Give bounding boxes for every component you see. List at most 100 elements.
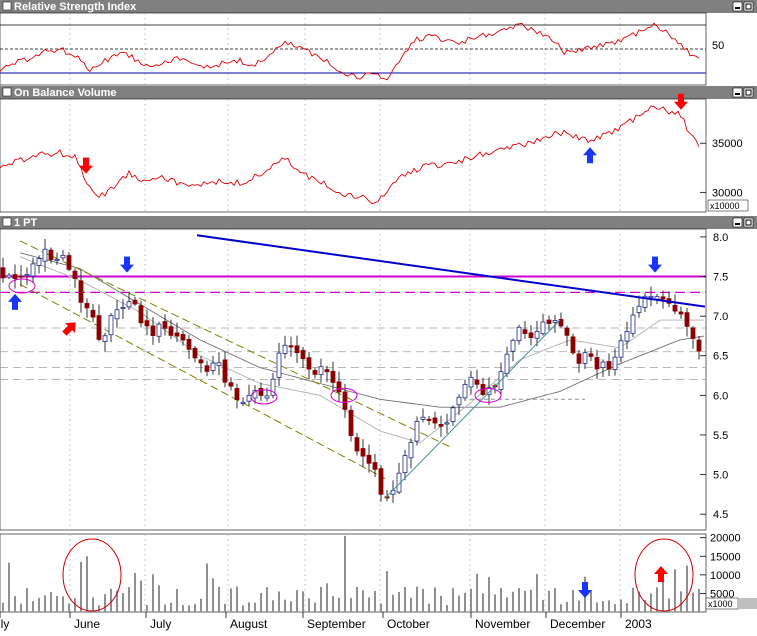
volume-scroll-handle[interactable] <box>738 598 757 609</box>
candle-body <box>222 359 228 383</box>
candle-body <box>444 422 450 425</box>
minimize-icon[interactable] <box>732 1 743 12</box>
candle-body <box>180 334 186 341</box>
price-title: 1 PT <box>14 217 38 229</box>
candle-body <box>186 338 192 350</box>
candle-body <box>192 347 198 359</box>
candle-body <box>504 353 510 374</box>
support-line <box>384 319 561 499</box>
candle-body <box>588 353 594 357</box>
volume-panel: 20000 15000 10000 5000 x1000 <box>0 533 757 613</box>
candle-body <box>102 335 108 342</box>
candle-body <box>684 312 690 327</box>
price-tick-label: 4.5 <box>713 509 728 521</box>
price-title-bar[interactable] <box>0 216 757 229</box>
price-channel <box>19 240 451 479</box>
arrow-down-icon <box>674 93 688 110</box>
obv-line <box>0 105 700 205</box>
x-tick-label: August <box>230 617 268 631</box>
candle-body <box>540 321 546 335</box>
obv-window-buttons[interactable] <box>732 87 754 98</box>
candle-body <box>162 321 168 329</box>
candle-body <box>276 352 282 378</box>
candle-body <box>348 409 354 436</box>
candle-body <box>600 361 606 369</box>
candle-body <box>438 424 444 427</box>
candle-body <box>312 370 318 375</box>
obv-panel: On Balance Volume 35000 30000 x10000 <box>0 86 757 213</box>
downtrend-line <box>196 234 706 308</box>
candle-body <box>156 323 162 337</box>
candle-body <box>84 303 90 309</box>
candle-body <box>612 356 618 370</box>
rsi-panel: Relative Strength Index 50 <box>0 0 757 86</box>
candle-body <box>282 344 288 354</box>
candle-body <box>294 345 300 354</box>
rsi-window-buttons[interactable] <box>732 1 754 12</box>
obv-tick-labels: 35000 30000 <box>700 138 743 199</box>
candle-body <box>60 254 66 259</box>
obv-multiplier-box <box>707 199 749 212</box>
x-tick-label: December <box>550 617 605 631</box>
arrow-up-icon <box>8 293 22 310</box>
candle-body <box>240 401 246 404</box>
candle-body <box>108 315 114 336</box>
candle-body <box>90 309 96 318</box>
minimize-icon[interactable] <box>732 217 743 228</box>
candle-body <box>150 325 156 336</box>
candle-body <box>132 299 138 305</box>
x-axis: July June July August September October Novemb… <box>0 612 652 631</box>
candle-body <box>450 407 456 422</box>
candle-body <box>306 357 312 370</box>
rsi-levels <box>0 24 706 74</box>
candle-body <box>360 448 366 457</box>
candle-body <box>660 296 666 300</box>
candle-body <box>378 468 384 495</box>
arrow-down-icon <box>120 256 134 273</box>
candle-body <box>366 454 372 464</box>
candle-body <box>138 305 144 324</box>
candle-body <box>6 274 12 278</box>
rsi-title-bar[interactable] <box>0 0 757 13</box>
candle-body <box>96 315 102 340</box>
highlight-ellipse <box>250 389 278 405</box>
minimize-icon[interactable] <box>732 87 743 98</box>
x-tick-label: July <box>0 617 9 631</box>
candle-body <box>354 437 360 452</box>
candle-body <box>168 326 174 336</box>
candle-body <box>66 255 72 270</box>
arrow-diagonal-icon <box>62 322 76 336</box>
candle-body <box>228 382 234 387</box>
candle-body <box>570 336 576 354</box>
x-tick-label: September <box>307 617 366 631</box>
channel-lower-line <box>19 283 386 479</box>
candle-body <box>420 416 426 420</box>
candle-body <box>78 280 84 303</box>
panel-checkbox-icon[interactable] <box>2 217 12 227</box>
candle-body <box>42 248 48 262</box>
candle-body <box>144 320 150 327</box>
candle-body <box>300 349 306 360</box>
obv-title-bar[interactable] <box>0 86 757 99</box>
panel-checkbox-icon[interactable] <box>2 87 12 97</box>
candle-body <box>606 361 612 370</box>
maximize-icon[interactable] <box>743 87 754 98</box>
arrow-up-icon <box>62 322 76 336</box>
candle-body <box>24 274 30 277</box>
price-window-buttons[interactable] <box>732 217 754 228</box>
price-trendlines <box>196 234 706 499</box>
candle-body <box>30 263 36 277</box>
price-ellipses <box>8 278 502 405</box>
maximize-icon[interactable] <box>743 217 754 228</box>
maximize-icon[interactable] <box>743 1 754 12</box>
obv-multiplier: x10000 <box>710 201 740 211</box>
candle-body <box>402 455 408 474</box>
panel-checkbox-icon[interactable] <box>2 1 12 11</box>
obv-arrows <box>79 93 688 174</box>
ma-fast-line <box>19 256 704 444</box>
candle-body <box>204 365 210 372</box>
price-panel: 1 PT 8.0 7.5 7.0 6.5 6.0 5.5 5.0 4.5 <box>0 216 757 531</box>
price-horizontal-levels <box>0 275 706 380</box>
price-tick-label: 5.5 <box>713 430 728 442</box>
